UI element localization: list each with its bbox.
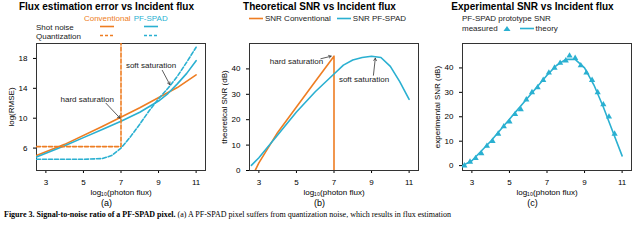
svg-text:hard saturation: hard saturation xyxy=(61,95,114,104)
svg-text:theoretical SNR (dB): theoretical SNR (dB) xyxy=(220,70,229,144)
svg-text:0: 0 xyxy=(236,166,241,175)
svg-text:10: 10 xyxy=(19,114,28,123)
html-text:measured: measured xyxy=(462,24,498,33)
svg-text:experimental SNR (dB): experimental SNR (dB) xyxy=(433,66,442,149)
svg-text:40: 40 xyxy=(445,63,454,72)
svg-text:soft saturation: soft saturation xyxy=(126,61,176,70)
html-text:Figure 3. Signal-to-noise rati: Figure 3. Signal-to-noise ratio of a PF-… xyxy=(4,210,451,219)
svg-text:5: 5 xyxy=(294,178,299,187)
svg-text:log(RMSE): log(RMSE) xyxy=(7,87,16,126)
html-text:theory: theory xyxy=(535,24,558,33)
html-text:PF-SPAD prototype SNR: PF-SPAD prototype SNR xyxy=(462,14,551,23)
svg-text:20: 20 xyxy=(445,112,454,121)
html-text:Quantization: Quantization xyxy=(36,32,81,41)
svg-text:5: 5 xyxy=(507,178,512,187)
svg-text:20: 20 xyxy=(232,115,241,124)
svg-text:11: 11 xyxy=(618,178,627,187)
svg-text:log₁₀(photon flux): log₁₀(photon flux) xyxy=(90,188,152,197)
html-text:Experimental SNR vs Incident f: Experimental SNR vs Incident flux xyxy=(451,1,614,12)
svg-text:hard saturation: hard saturation xyxy=(270,57,323,66)
svg-text:6: 6 xyxy=(23,144,28,153)
svg-text:10: 10 xyxy=(445,137,454,146)
svg-text:7: 7 xyxy=(332,178,337,187)
svg-text:3: 3 xyxy=(44,178,49,187)
svg-text:18: 18 xyxy=(19,54,28,63)
svg-text:40: 40 xyxy=(232,64,241,73)
html-text:(c): (c) xyxy=(527,198,538,208)
html-text:Flux estimation error vs Incid: Flux estimation error vs Incident flux xyxy=(19,1,194,12)
svg-text:11: 11 xyxy=(405,178,414,187)
svg-text:0: 0 xyxy=(449,161,454,170)
svg-text:30: 30 xyxy=(232,90,241,99)
svg-text:9: 9 xyxy=(582,178,587,187)
svg-text:log₁₀(photon flux): log₁₀(photon flux) xyxy=(303,188,365,197)
svg-text:7: 7 xyxy=(545,178,550,187)
html-text:SNR Conventional: SNR Conventional xyxy=(265,14,331,23)
svg-text:9: 9 xyxy=(369,178,374,187)
svg-text:3: 3 xyxy=(257,178,262,187)
html-text:Theoretical SNR vs Incident fl: Theoretical SNR vs Incident flux xyxy=(243,1,396,12)
html-text:(a): (a) xyxy=(101,198,112,208)
html-text:SNR PF-SPAD: SNR PF-SPAD xyxy=(352,14,406,23)
svg-text:soft saturation: soft saturation xyxy=(339,75,389,84)
svg-text:3: 3 xyxy=(470,178,475,187)
svg-text:5: 5 xyxy=(81,178,86,187)
html-text:(b): (b) xyxy=(314,198,325,208)
svg-text:10: 10 xyxy=(232,141,241,150)
svg-text:14: 14 xyxy=(19,84,28,93)
svg-text:11: 11 xyxy=(192,178,201,187)
svg-text:9: 9 xyxy=(156,178,161,187)
svg-text:30: 30 xyxy=(445,88,454,97)
html-text:Shot noise: Shot noise xyxy=(36,23,74,32)
html-text:Conventional PF-SPAD: Conventional PF-SPAD xyxy=(83,14,168,23)
svg-text:log₁₀(photon flux): log₁₀(photon flux) xyxy=(516,188,578,197)
svg-text:7: 7 xyxy=(119,178,124,187)
